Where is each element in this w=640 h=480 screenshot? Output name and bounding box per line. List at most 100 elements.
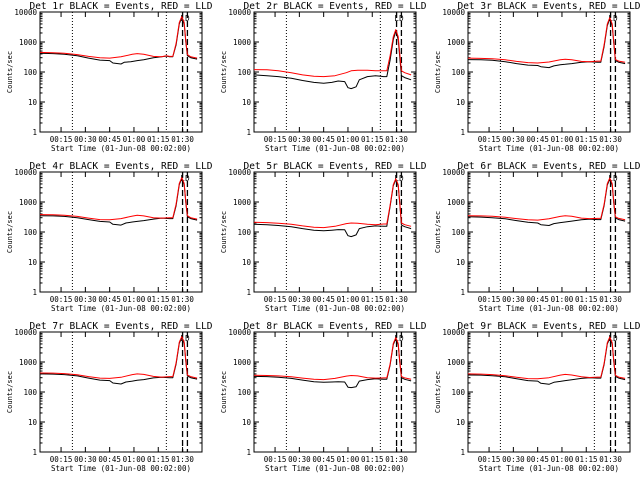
chart-panel-1: Det 1r BLACK = Events, RED = LLD 1 10 100 10…: [6, 1, 213, 153]
chart-title: Det 8r BLACK = Events, RED = LLD: [243, 321, 426, 332]
chart-title: Det 9r BLACK = Events, RED = LLD: [457, 321, 640, 332]
lld-series-line: [39, 16, 198, 59]
x-axis-label: Start Time (01-Jun-08 00:02:00): [479, 144, 619, 153]
plot-frame: [253, 171, 417, 293]
x-tick-label: 00:15: [50, 455, 73, 464]
x-tick-label: 00:45: [312, 135, 335, 144]
x-tick-label: 00:45: [312, 455, 335, 464]
plot-frame: [253, 331, 417, 453]
y-tick-label: 1: [246, 288, 251, 297]
y-tick-label: 10: [28, 258, 38, 267]
y-tick-label: 100: [237, 68, 251, 77]
plot-frame: [39, 171, 203, 293]
y-tick-label: 100: [23, 68, 37, 77]
x-tick-label: 01:00: [337, 135, 360, 144]
x-tick-label: 00:45: [312, 295, 335, 304]
x-tick-label: 01:00: [123, 455, 146, 464]
events-series-line: [253, 338, 412, 389]
y-axis-label: Counts/sec: [220, 51, 228, 93]
chart-panel-5: Det 5r BLACK = Events, RED = LLD 1 10 100 10…: [220, 161, 427, 313]
y-tick-label: 1: [32, 448, 37, 457]
y-axis-label: Counts/sec: [220, 371, 228, 413]
x-tick-label: 00:45: [526, 295, 549, 304]
x-tick-label: 01:00: [551, 295, 574, 304]
chart-title: Det 5r BLACK = Events, RED = LLD: [243, 161, 426, 172]
x-tick-label: 00:15: [264, 135, 287, 144]
y-tick-label: 10: [242, 98, 252, 107]
chart-panel-7: Det 7r BLACK = Events, RED = LLD 1 10 100 10…: [6, 321, 213, 473]
x-tick-label: 01:30: [599, 135, 622, 144]
y-tick-label: 10000: [228, 328, 251, 337]
y-tick-label: 10000: [14, 168, 37, 177]
x-tick-label: 00:45: [98, 455, 121, 464]
chart-title: Det 4r BLACK = Events, RED = LLD: [29, 161, 212, 172]
y-tick-label: 1000: [19, 358, 38, 367]
marker-label: L: [608, 174, 613, 183]
y-tick-label: 100: [451, 388, 465, 397]
chart-title: Det 3r BLACK = Events, RED = LLD: [457, 1, 640, 12]
y-tick-label: 1000: [233, 38, 252, 47]
x-tick-label: 00:45: [98, 295, 121, 304]
chart-panel-8: Det 8r BLACK = Events, RED = LLD 1 10 100 10…: [220, 321, 427, 473]
x-tick-label: 00:30: [502, 455, 525, 464]
y-axis-label: Counts/sec: [220, 211, 228, 253]
x-tick-label: 00:15: [478, 135, 501, 144]
y-tick-label: 1000: [447, 198, 466, 207]
y-tick-label: 1: [246, 128, 251, 137]
x-tick-label: 01:30: [599, 455, 622, 464]
x-tick-label: 01:30: [599, 295, 622, 304]
x-axis-label: Start Time (01-Jun-08 00:02:00): [265, 464, 405, 473]
x-axis-label: Start Time (01-Jun-08 00:02:00): [265, 144, 405, 153]
plot-frame: [253, 11, 417, 133]
x-tick-label: 00:30: [74, 455, 97, 464]
events-series-line: [467, 18, 626, 69]
events-series-line: [467, 337, 626, 385]
x-tick-label: 00:30: [74, 135, 97, 144]
x-axis-label: Start Time (01-Jun-08 00:02:00): [265, 304, 405, 313]
x-tick-label: 01:30: [171, 295, 194, 304]
x-tick-label: 01:00: [123, 135, 146, 144]
x-tick-label: 00:45: [526, 455, 549, 464]
x-tick-label: 00:15: [264, 295, 287, 304]
x-tick-label: 01:00: [123, 295, 146, 304]
x-tick-label: 00:30: [288, 295, 311, 304]
y-tick-label: 1: [460, 288, 465, 297]
x-tick-label: 01:15: [147, 295, 170, 304]
y-tick-label: 10: [456, 258, 466, 267]
marker-label: D: [185, 334, 190, 343]
x-tick-label: 00:15: [478, 295, 501, 304]
y-tick-label: 10000: [228, 8, 251, 17]
marker-label: D: [185, 14, 190, 23]
x-tick-label: 01:15: [575, 135, 598, 144]
x-tick-label: 01:00: [337, 295, 360, 304]
marker-label: D: [613, 334, 618, 343]
x-tick-label: 01:30: [385, 455, 408, 464]
y-axis-label: Counts/sec: [434, 211, 442, 253]
x-tick-label: 01:15: [147, 135, 170, 144]
marker-label: D: [399, 14, 404, 23]
x-tick-label: 01:15: [361, 295, 384, 304]
marker-label: L: [394, 14, 399, 23]
y-tick-label: 100: [451, 68, 465, 77]
y-axis-label: Counts/sec: [6, 371, 14, 413]
x-tick-label: 00:30: [502, 135, 525, 144]
chart-panel-2: Det 2r BLACK = Events, RED = LLD 1 10 100 10…: [220, 1, 427, 153]
y-tick-label: 100: [237, 388, 251, 397]
y-tick-label: 100: [23, 228, 37, 237]
y-tick-label: 10000: [442, 8, 465, 17]
lld-series-line: [467, 336, 626, 380]
x-tick-label: 01:00: [337, 455, 360, 464]
x-axis-label: Start Time (01-Jun-08 00:02:00): [51, 464, 191, 473]
y-axis-label: Counts/sec: [6, 211, 14, 253]
plot-frame: [467, 171, 631, 293]
chart-title: Det 7r BLACK = Events, RED = LLD: [29, 321, 212, 332]
x-tick-label: 00:30: [74, 295, 97, 304]
events-series-line: [39, 178, 198, 226]
lld-series-line: [467, 17, 626, 64]
y-tick-label: 10: [242, 258, 252, 267]
y-axis-label: Counts/sec: [434, 51, 442, 93]
x-tick-label: 00:15: [478, 455, 501, 464]
lld-series-line: [253, 337, 412, 381]
x-tick-label: 00:30: [288, 135, 311, 144]
